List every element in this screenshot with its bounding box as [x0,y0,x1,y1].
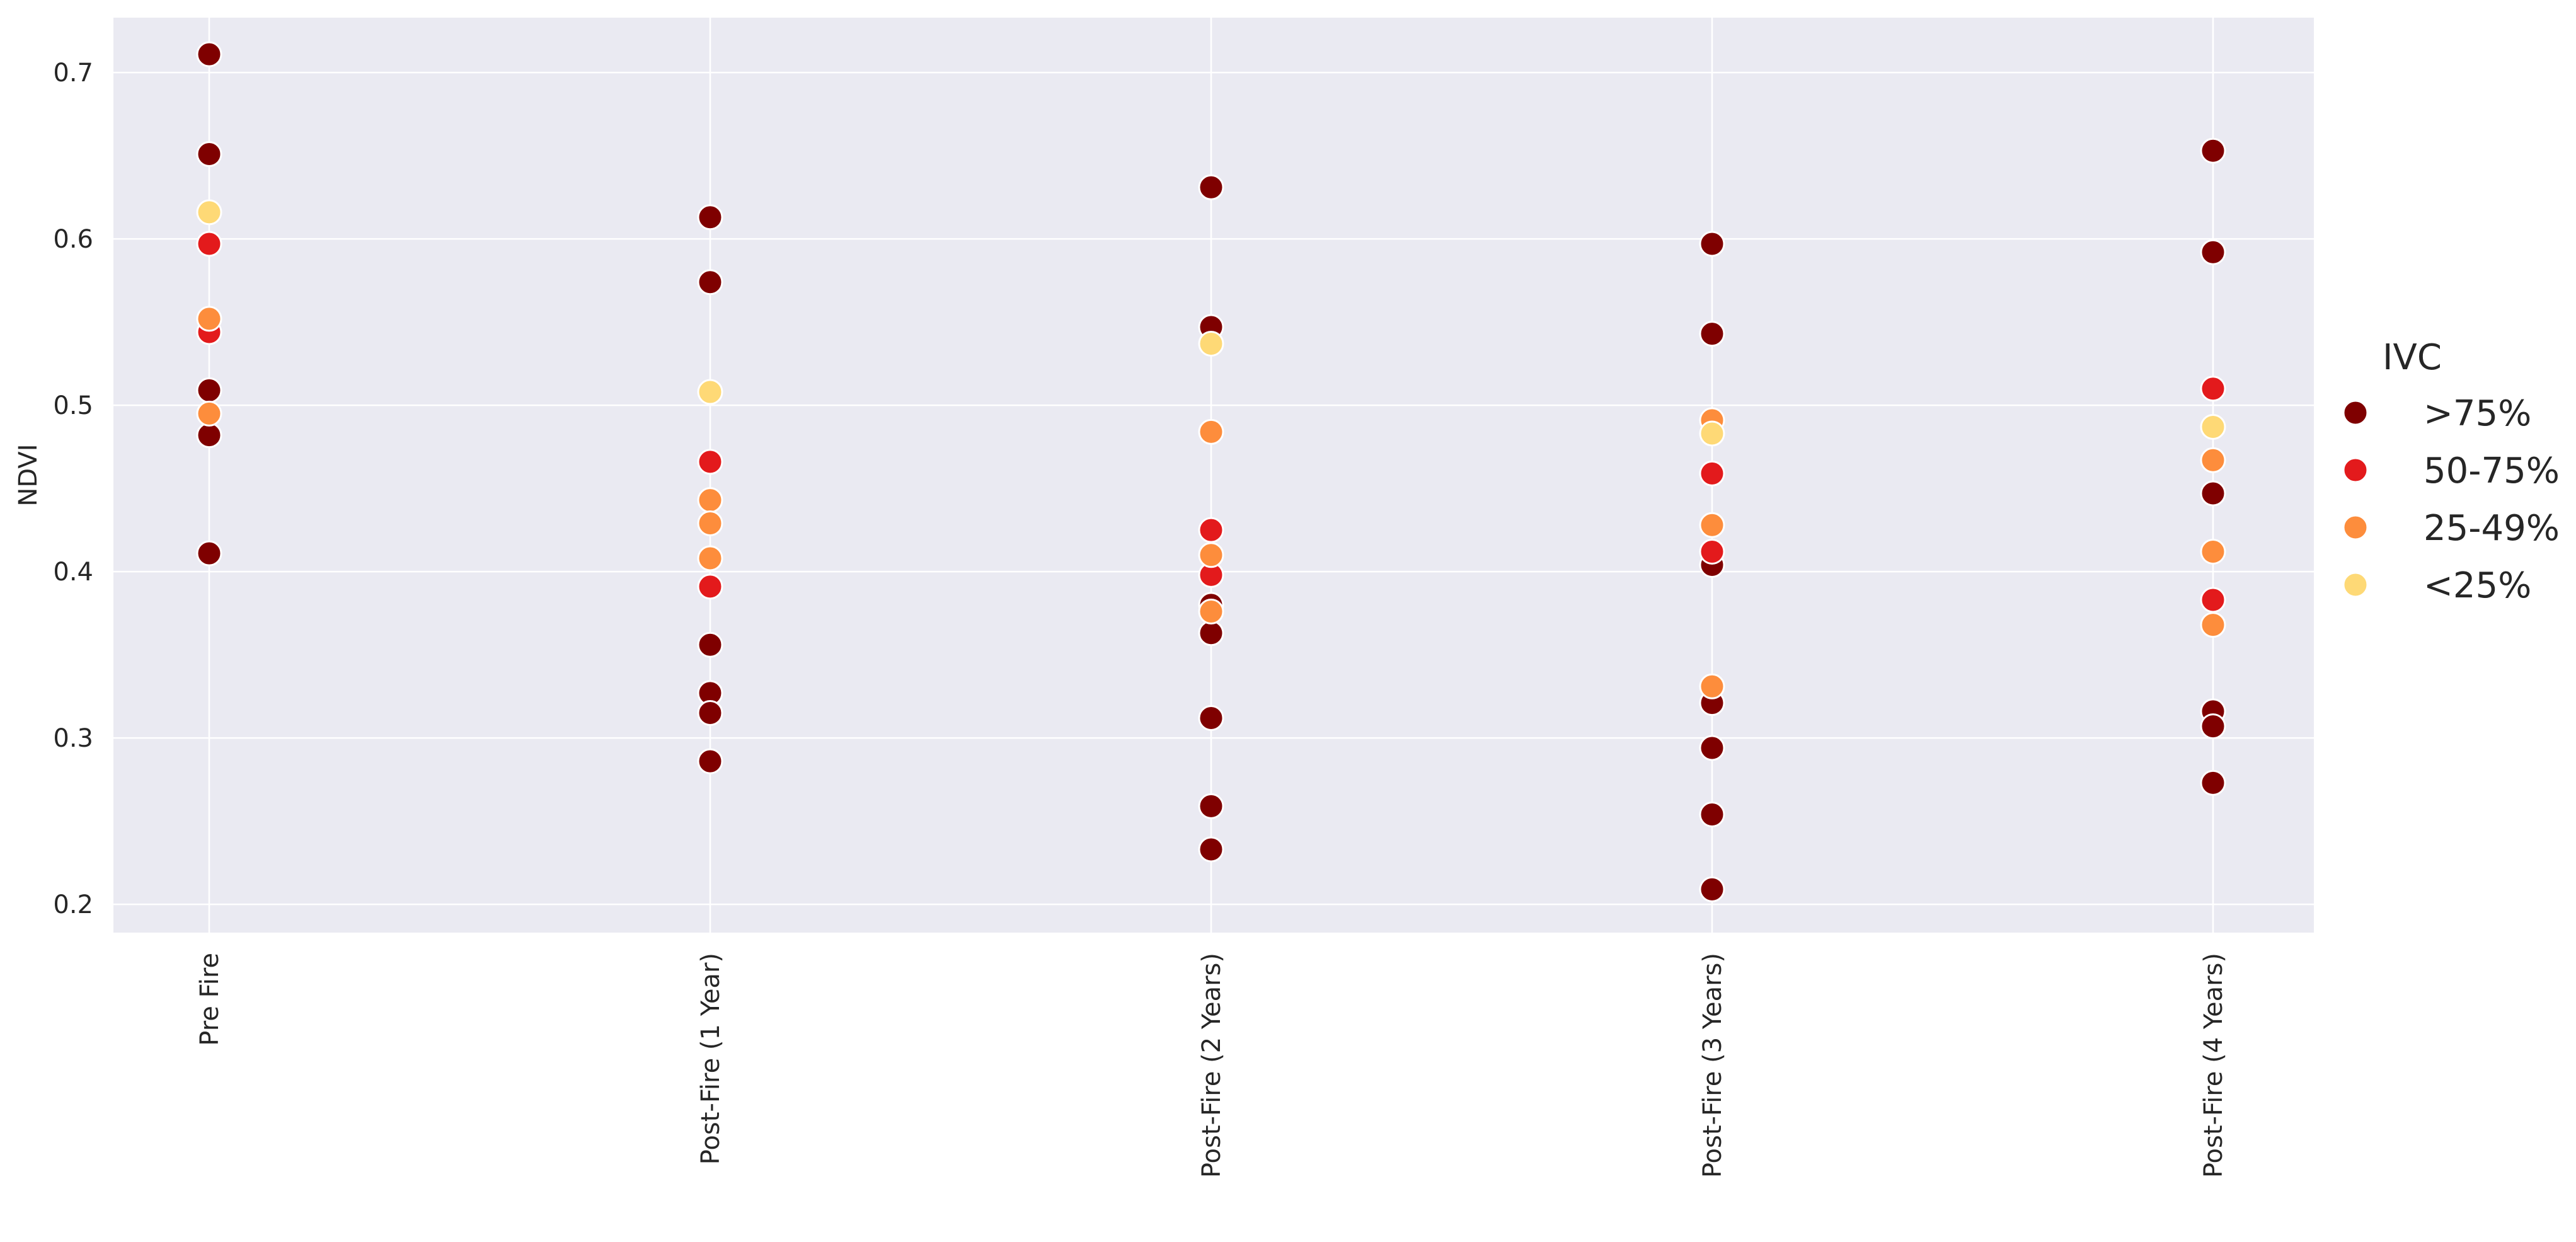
data-point [2200,137,2226,164]
x-tick-label: Post-Fire (2 Years) [1197,953,1226,1178]
data-point [1699,735,1725,761]
legend-entries: >75% 50-75% 25-49% <25% [2342,393,2560,606]
y-tick-label: 0.2 [53,890,93,919]
data-point [1198,704,1224,731]
data-point [697,631,723,658]
x-tick-label: Post-Fire (1 Year) [696,953,725,1164]
y-tick-label: 0.6 [53,225,93,254]
data-point [697,269,723,296]
plot-background [113,18,2314,933]
data-point [697,487,723,514]
data-point [1699,321,1725,347]
data-point [196,422,222,449]
data-point [1198,542,1224,568]
data-point [1198,836,1224,863]
y-tick-label: 0.5 [53,391,93,420]
data-point [697,379,723,405]
legend-marker [2342,400,2369,426]
data-point [1198,418,1224,445]
data-point [697,449,723,475]
legend-label: <25% [2424,565,2531,606]
data-point [1699,231,1725,257]
data-point [1699,420,1725,447]
data-point [1699,512,1725,538]
x-tick-label: Post-Fire (3 Years) [1698,953,1727,1178]
y-tick-label: 0.3 [53,724,93,753]
legend-title: IVC [2383,337,2442,378]
data-point [2200,413,2226,440]
legend: IVC >75% 50-75% 25-49% <25% [2342,337,2560,606]
data-point [196,377,222,403]
x-tick-label: Pre Fire [195,953,224,1046]
legend-marker [2342,572,2369,598]
legend-label: 50-75% [2424,451,2560,492]
data-points [196,41,2226,902]
x-tick-label: Post-Fire (4 Years) [2199,953,2228,1178]
data-point [697,573,723,600]
data-point [1699,673,1725,699]
data-point [196,141,222,167]
legend-marker [2342,514,2369,541]
data-point [1198,330,1224,357]
data-point [697,700,723,727]
legend-marker [2342,457,2369,483]
data-point [196,231,222,257]
data-point [1198,620,1224,647]
data-point [2200,376,2226,402]
data-point [196,41,222,67]
data-point [2200,713,2226,740]
data-point [2200,538,2226,565]
y-tick-labels: 0.2 0.3 0.4 0.5 0.6 0.7 [53,59,93,919]
legend-label: >75% [2424,393,2531,434]
data-point [2200,612,2226,638]
data-point [2200,769,2226,796]
data-point [1198,598,1224,624]
data-point [1198,174,1224,200]
data-point [1198,517,1224,543]
y-tick-label: 0.4 [53,558,93,587]
data-point [1699,802,1725,828]
data-point [1699,876,1725,902]
legend-label: 25-49% [2424,508,2560,549]
data-point [196,306,222,332]
data-point [196,540,222,566]
data-point [1699,538,1725,565]
x-tick-labels: Pre Fire Post-Fire (1 Year) Post-Fire (2 Y… [195,953,2228,1178]
data-point [1198,793,1224,819]
data-point [2200,239,2226,265]
data-point [697,204,723,231]
data-point [1699,460,1725,486]
data-point [2200,480,2226,507]
data-point [196,400,222,427]
data-point [2200,447,2226,473]
y-tick-label: 0.7 [53,59,93,88]
data-point [697,748,723,774]
data-point [196,199,222,226]
data-point [697,545,723,572]
data-point [697,510,723,537]
y-axis-label: NDVI [14,444,43,506]
data-point [2200,587,2226,613]
